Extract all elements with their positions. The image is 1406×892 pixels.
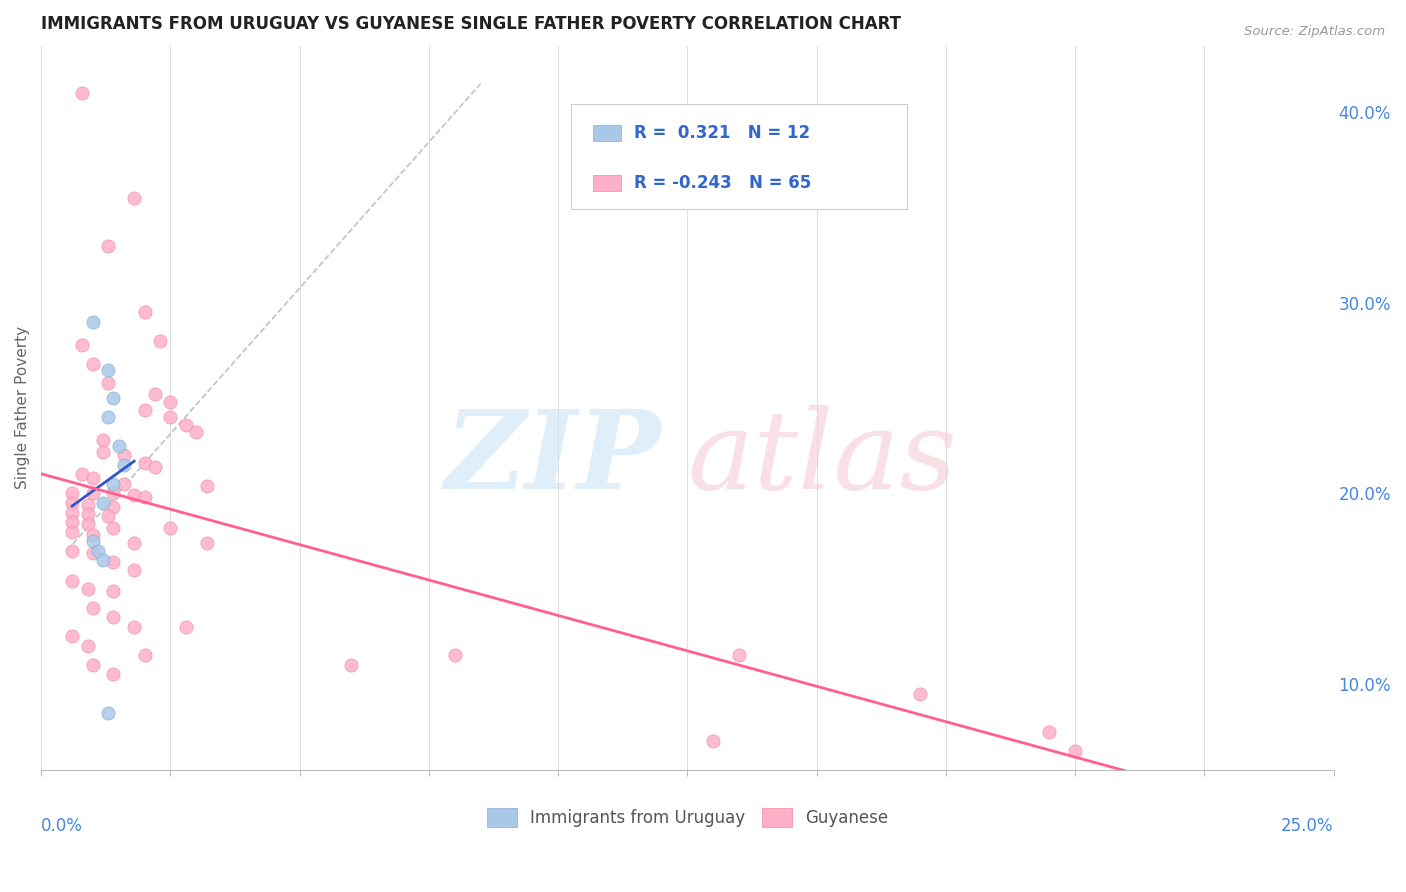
Text: 0.0%: 0.0% <box>41 817 83 835</box>
Point <box>76 508 98 522</box>
Point <box>159 410 181 425</box>
Point <box>103 477 125 491</box>
Point <box>112 448 135 462</box>
Point <box>122 536 145 550</box>
Text: ZIP: ZIP <box>444 405 662 512</box>
Point <box>60 515 83 529</box>
Point <box>195 479 218 493</box>
Point <box>443 648 465 663</box>
Point <box>340 657 363 672</box>
Point <box>103 555 125 569</box>
Point <box>174 417 197 432</box>
Point <box>60 574 83 588</box>
Point <box>134 402 156 417</box>
Point <box>103 610 125 624</box>
Point <box>122 191 145 205</box>
Point <box>103 521 125 535</box>
Point <box>91 433 114 447</box>
Text: atlas: atlas <box>688 405 957 512</box>
Point <box>134 305 156 319</box>
Point <box>97 509 120 524</box>
Text: Source: ZipAtlas.com: Source: ZipAtlas.com <box>1244 25 1385 38</box>
Point <box>91 444 114 458</box>
Text: IMMIGRANTS FROM URUGUAY VS GUYANESE SINGLE FATHER POVERTY CORRELATION CHART: IMMIGRANTS FROM URUGUAY VS GUYANESE SING… <box>41 15 901 33</box>
Point <box>97 410 120 425</box>
Bar <box>593 125 621 141</box>
Point <box>103 667 125 681</box>
FancyBboxPatch shape <box>571 103 907 209</box>
Point <box>159 521 181 535</box>
Point <box>702 734 724 748</box>
Point <box>103 500 125 514</box>
Point <box>91 496 114 510</box>
Point <box>728 648 751 663</box>
Point <box>60 629 83 643</box>
Point <box>186 425 208 440</box>
Point <box>107 439 129 453</box>
Point <box>82 545 104 559</box>
Point <box>103 583 125 598</box>
Point <box>82 657 104 672</box>
Point <box>112 458 135 472</box>
Point <box>72 338 94 352</box>
Point <box>82 486 104 500</box>
Point <box>82 534 104 549</box>
Point <box>159 395 181 409</box>
Point <box>91 553 114 567</box>
Point <box>60 486 83 500</box>
Point <box>143 459 166 474</box>
Point <box>134 456 156 470</box>
Point <box>195 536 218 550</box>
Point <box>134 490 156 504</box>
Point <box>87 543 110 558</box>
Point <box>76 498 98 512</box>
Point <box>82 600 104 615</box>
Legend: Immigrants from Uruguay, Guyanese: Immigrants from Uruguay, Guyanese <box>479 801 894 834</box>
Point <box>97 376 120 390</box>
Point <box>103 391 125 405</box>
Point <box>76 582 98 596</box>
Point <box>122 563 145 577</box>
Point <box>122 488 145 502</box>
Point <box>76 639 98 653</box>
Point <box>134 648 156 663</box>
Point <box>82 357 104 371</box>
Point <box>103 486 125 500</box>
Text: 25.0%: 25.0% <box>1281 817 1334 835</box>
Point <box>97 238 120 252</box>
Point <box>60 506 83 520</box>
Point <box>72 467 94 482</box>
Text: R = -0.243   N = 65: R = -0.243 N = 65 <box>634 174 811 193</box>
Point <box>60 543 83 558</box>
Point <box>908 687 931 701</box>
Point <box>1064 744 1087 758</box>
Point <box>1038 724 1060 739</box>
Point <box>60 524 83 539</box>
Bar <box>593 176 621 191</box>
Point <box>97 706 120 720</box>
Y-axis label: Single Father Poverty: Single Father Poverty <box>15 326 30 490</box>
Text: R =  0.321   N = 12: R = 0.321 N = 12 <box>634 124 810 142</box>
Point <box>72 87 94 101</box>
Point <box>149 334 172 348</box>
Point <box>112 477 135 491</box>
Point <box>174 620 197 634</box>
Point <box>122 620 145 634</box>
Point <box>82 315 104 329</box>
Point <box>60 496 83 510</box>
Point <box>82 471 104 485</box>
Point <box>143 387 166 401</box>
Point <box>97 362 120 376</box>
Point <box>82 528 104 542</box>
Point <box>76 516 98 531</box>
